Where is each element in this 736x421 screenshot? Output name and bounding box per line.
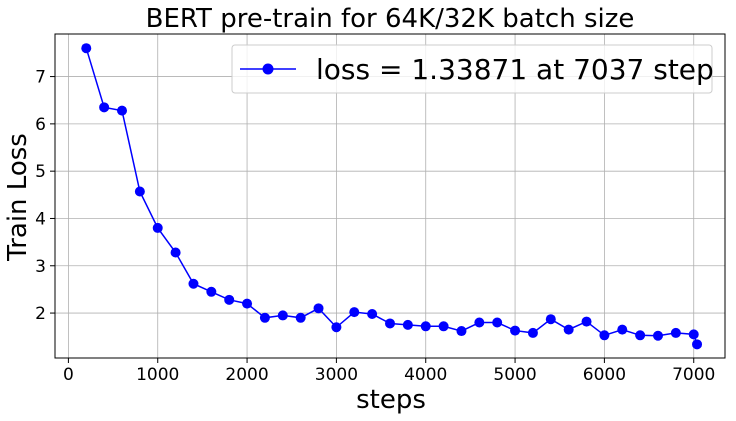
- data-point: [510, 325, 521, 336]
- data-point: [688, 329, 699, 340]
- plot-frame: [54, 33, 726, 359]
- x-tick-label: 6000: [583, 365, 626, 385]
- x-tick-label: 7000: [672, 365, 715, 385]
- data-point: [99, 102, 110, 113]
- data-point: [152, 222, 163, 233]
- data-point: [117, 105, 127, 116]
- data-point: [545, 314, 556, 325]
- data-point: [224, 294, 235, 305]
- data-point: [367, 309, 378, 320]
- axis-ticks: 0 1000 2000 3000 4000 5000 6000 7000 2 3 4 5 6 7: [35, 68, 715, 385]
- data-point: [635, 330, 646, 341]
- legend-entry-label: loss = 1.33871 at 7037 step: [316, 53, 714, 86]
- series-layer: [81, 43, 703, 350]
- x-tick-label: 2000: [225, 365, 268, 385]
- data-point: [527, 327, 538, 338]
- data-point: [456, 326, 467, 337]
- data-point: [653, 330, 663, 341]
- data-point: [581, 316, 592, 327]
- data-point: [242, 298, 253, 309]
- y-tick-label: 7: [35, 68, 46, 88]
- data-point: [438, 321, 449, 332]
- data-point: [692, 339, 703, 350]
- x-axis-label: steps: [356, 385, 426, 415]
- y-tick-label: 5: [35, 162, 46, 182]
- x-tick-label: 4000: [404, 365, 447, 385]
- data-point: [295, 312, 306, 323]
- data-point: [402, 319, 413, 330]
- data-point: [277, 310, 288, 321]
- x-tick-label: 1000: [136, 365, 179, 385]
- y-tick-label: 2: [35, 304, 46, 324]
- data-point: [617, 324, 628, 335]
- data-point: [385, 318, 395, 329]
- data-point: [188, 278, 199, 289]
- legend-marker: [262, 63, 274, 75]
- data-point: [563, 324, 574, 335]
- data-point: [420, 321, 431, 332]
- x-tick-label: 3000: [315, 365, 358, 385]
- data-point: [492, 317, 503, 328]
- data-point: [670, 327, 681, 338]
- data-point: [599, 330, 610, 341]
- y-tick-label: 3: [35, 257, 46, 277]
- data-point: [170, 247, 181, 258]
- chart-title: BERT pre-train for 64K/32K batch size: [146, 4, 635, 34]
- legend: loss = 1.33871 at 7037 step: [231, 44, 714, 94]
- y-tick-label: 6: [35, 115, 46, 135]
- legend-box: [231, 44, 713, 94]
- data-point: [313, 303, 324, 314]
- data-point: [134, 186, 145, 197]
- data-point: [474, 317, 485, 328]
- data-point: [331, 322, 342, 333]
- x-tick-label: 5000: [493, 365, 536, 385]
- x-tick-label: 0: [63, 365, 74, 385]
- data-point: [81, 43, 92, 54]
- data-point: [259, 312, 270, 323]
- data-point: [349, 307, 360, 318]
- data-point: [206, 286, 217, 297]
- y-axis-label: Train Loss: [3, 133, 33, 262]
- y-tick-label: 4: [35, 209, 46, 229]
